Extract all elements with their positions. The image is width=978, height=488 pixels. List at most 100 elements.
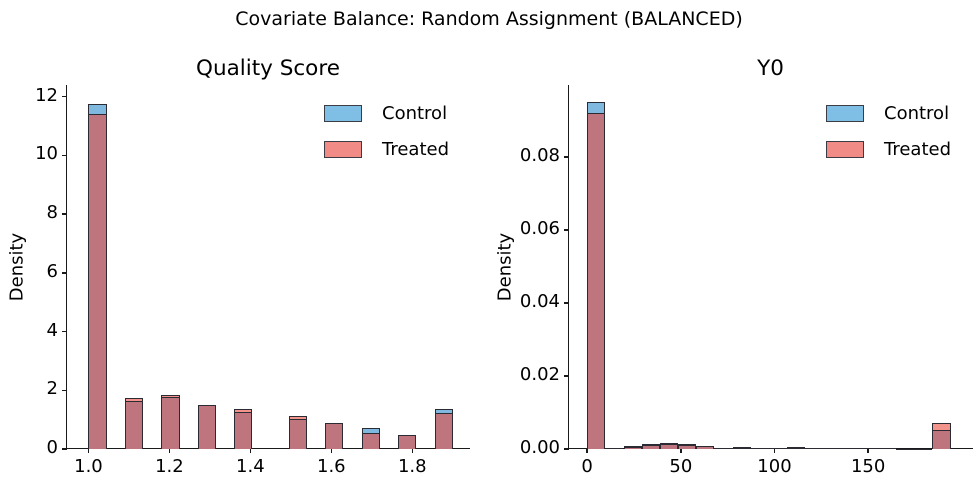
- y-tick: [62, 272, 67, 274]
- x-tick: [773, 448, 776, 453]
- axes-y0: Y0 Density 0 50 100 150 0.00 0.02 0.04 0.06 0.08…: [495, 56, 973, 477]
- hist-bar-overlap: [197, 404, 216, 449]
- y-tick-label: 0.04: [519, 290, 560, 312]
- hist-bar-treated: [732, 446, 751, 448]
- hist-bar-overlap: [587, 113, 606, 449]
- y-tick: [564, 156, 569, 158]
- subplot-title-y0: Y0: [757, 56, 784, 81]
- legend-entry-treated: Treated: [324, 138, 450, 160]
- x-tick: [680, 448, 682, 453]
- hist-bar-treated: [288, 416, 308, 420]
- hist-bar-overlap: [732, 447, 751, 449]
- hist-bar-overlap: [932, 430, 951, 449]
- hist-bar-overlap: [623, 446, 642, 449]
- hist-bar-treated: [932, 422, 951, 430]
- hist-bar-overlap: [88, 114, 107, 449]
- y-axis-label: Density: [6, 232, 28, 302]
- x-tick-label: 1.6: [317, 456, 346, 477]
- legend: Control Treated: [826, 102, 952, 177]
- hist-bar-treated: [161, 394, 180, 398]
- y-tick: [62, 448, 67, 450]
- y-tick-label: 10: [35, 143, 58, 165]
- legend: Control Treated: [324, 102, 450, 177]
- hist-bar-overlap: [398, 434, 417, 449]
- hist-bar-overlap: [434, 413, 453, 449]
- hist-bar-overlap: [768, 447, 788, 449]
- hist-bar-control: [88, 104, 107, 115]
- hist-bar-treated: [659, 442, 678, 445]
- legend-label-treated: Treated: [884, 138, 952, 160]
- y-tick-label: 2: [46, 378, 58, 400]
- plot-area: 0 50 100 150 0.00 0.02 0.04 0.06 0.08: [520, 85, 973, 477]
- legend-swatch-control: [324, 105, 362, 122]
- hist-bar-overlap: [823, 448, 842, 450]
- legend-swatch-treated: [324, 141, 362, 158]
- hist-bar-treated: [641, 443, 660, 445]
- hist-bar-treated: [787, 446, 806, 448]
- y-tick: [564, 375, 569, 377]
- legend-entry-treated: Treated: [826, 138, 952, 160]
- hist-bar-overlap: [288, 419, 308, 449]
- x-tick-label: 150: [850, 456, 886, 477]
- y-tick: [62, 154, 67, 157]
- hist-bar-treated: [623, 446, 642, 448]
- y-tick-label: 0: [46, 437, 58, 458]
- hist-bar-control: [434, 409, 453, 414]
- y-tick-label: 4: [46, 319, 58, 341]
- hist-bar-overlap: [678, 444, 697, 449]
- hist-bar-overlap: [805, 447, 824, 449]
- hist-bar-overlap: [361, 432, 380, 449]
- hist-bar-control: [587, 102, 606, 114]
- legend-entry-control: Control: [826, 102, 951, 124]
- hist-bar-overlap: [161, 397, 180, 449]
- hist-bar-control: [361, 427, 380, 433]
- y-tick: [564, 448, 569, 450]
- x-tick: [411, 448, 413, 453]
- x-tick-label: 1.0: [74, 456, 103, 477]
- legend-label-control: Control: [382, 102, 448, 124]
- x-tick-label: 1.8: [397, 456, 427, 477]
- x-tick-label: 100: [757, 456, 792, 477]
- x-tick-label: 0: [581, 456, 593, 477]
- y-tick-label: 0.08: [519, 144, 560, 166]
- x-tick: [867, 448, 869, 453]
- x-tick-label: 1.4: [236, 456, 265, 477]
- x-tick: [249, 448, 252, 453]
- hist-bar-overlap: [124, 400, 144, 449]
- legend-label-control: Control: [884, 102, 950, 124]
- hist-bar-treated: [124, 398, 144, 401]
- hist-bar-overlap: [859, 448, 878, 450]
- legend-swatch-control: [826, 105, 864, 122]
- hist-bar-overlap: [787, 447, 806, 449]
- figure-title: Covariate Balance: Random Assignment (BA…: [235, 8, 743, 30]
- plot-area: 1.0 1.2 1.4 1.6 1.8 0 2 4 6 8 10 12: [35, 85, 470, 477]
- y-axis-label: Density: [494, 232, 516, 302]
- subplot-title-quality-score: Quality Score: [196, 56, 340, 81]
- x-tick: [87, 448, 90, 453]
- y-tick: [62, 96, 67, 98]
- legend-label-treated: Treated: [382, 138, 450, 160]
- x-tick: [168, 448, 171, 453]
- y-tick-label: 0.02: [519, 363, 560, 385]
- hist-bar-overlap: [714, 447, 733, 449]
- y-tick: [564, 229, 569, 231]
- x-tick-label: 1.2: [155, 456, 184, 477]
- y-tick-label: 0.00: [519, 437, 560, 458]
- hist-bar-overlap: [877, 448, 897, 450]
- x-tick: [586, 448, 588, 453]
- axes-quality-score: Quality Score Density 1.0 1.2 1.4 1.6 1.8 0 2 4…: [7, 56, 470, 477]
- y-tick-label: 6: [46, 260, 58, 282]
- y-tick-label: 12: [35, 84, 58, 106]
- y-tick-label: 0.06: [519, 217, 560, 239]
- x-tick: [330, 448, 333, 453]
- hist-bar-overlap: [641, 444, 660, 449]
- hist-bar-overlap: [234, 412, 253, 449]
- y-tick: [62, 213, 67, 215]
- hist-bar-treated: [234, 409, 253, 413]
- legend-swatch-treated: [826, 141, 864, 158]
- hist-bar-overlap: [750, 447, 769, 449]
- y-tick: [62, 330, 67, 333]
- hist-bar-overlap: [696, 446, 715, 449]
- hist-bar-overlap: [896, 448, 915, 450]
